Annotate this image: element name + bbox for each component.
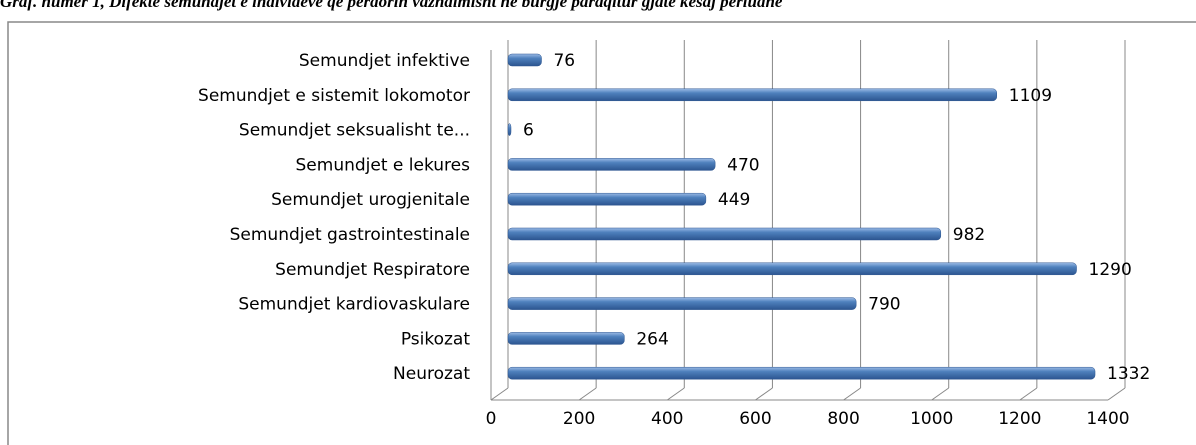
y-tick-label: Semundjet kardiovaskulare	[238, 295, 470, 315]
bar	[507, 123, 512, 136]
value-label: 982	[953, 225, 985, 245]
y-tick-label: Semundjet gastrointestinale	[230, 225, 470, 245]
y-tick-label: Semundjet e sistemit lokomotor	[198, 86, 470, 106]
bar	[507, 158, 716, 171]
value-label: 470	[727, 155, 759, 175]
grid-floor-line	[1019, 387, 1038, 401]
x-tick-label: 200	[563, 409, 595, 429]
y-tick-label: Neurozat	[393, 364, 470, 384]
grid-floor-line	[1107, 387, 1126, 401]
x-tick-label: 400	[651, 409, 683, 429]
x-tick-label: 600	[739, 409, 771, 429]
bar	[507, 366, 1096, 380]
bar	[507, 192, 707, 206]
value-label: 449	[718, 190, 750, 210]
grid-floor-line	[843, 387, 861, 401]
value-label: 6	[523, 121, 534, 141]
chart-title: Graf. numer 1, Difekte semundjet e indiv…	[0, 0, 783, 11]
bar	[507, 53, 542, 67]
bar	[507, 227, 942, 241]
value-label: 790	[868, 295, 900, 315]
value-label: 1109	[1009, 86, 1052, 106]
y-tick-label: Semundjet Respiratore	[275, 260, 470, 280]
bar	[507, 297, 857, 310]
x-tick-label: 0	[486, 409, 497, 429]
x-tick-label: 1400	[1086, 409, 1129, 429]
value-label: 76	[553, 51, 575, 71]
grid-floor-line	[490, 387, 509, 401]
value-label: 1290	[1089, 260, 1132, 280]
bar	[507, 262, 1077, 276]
y-tick-label: Semundjet urogjenitale	[271, 190, 470, 210]
grid-floor-line	[666, 387, 685, 401]
grid-floor-line	[931, 387, 950, 401]
bar	[507, 88, 998, 102]
y-tick-label: Semundjet e lekures	[296, 155, 471, 175]
grid-floor-line	[755, 387, 773, 401]
grid-floor-line	[578, 387, 597, 401]
x-tick-label: 1200	[998, 409, 1041, 429]
y-tick-label: Psikozat	[401, 329, 471, 349]
x-tick-label: 1000	[910, 409, 953, 429]
y-tick-label: Semundjet infektive	[299, 51, 470, 71]
value-label: 264	[636, 329, 668, 349]
y-tick-label: Semundjet seksualisht te...	[239, 121, 470, 141]
value-label: 1332	[1107, 364, 1150, 384]
x-tick-label: 800	[827, 409, 859, 429]
bar	[507, 332, 625, 345]
